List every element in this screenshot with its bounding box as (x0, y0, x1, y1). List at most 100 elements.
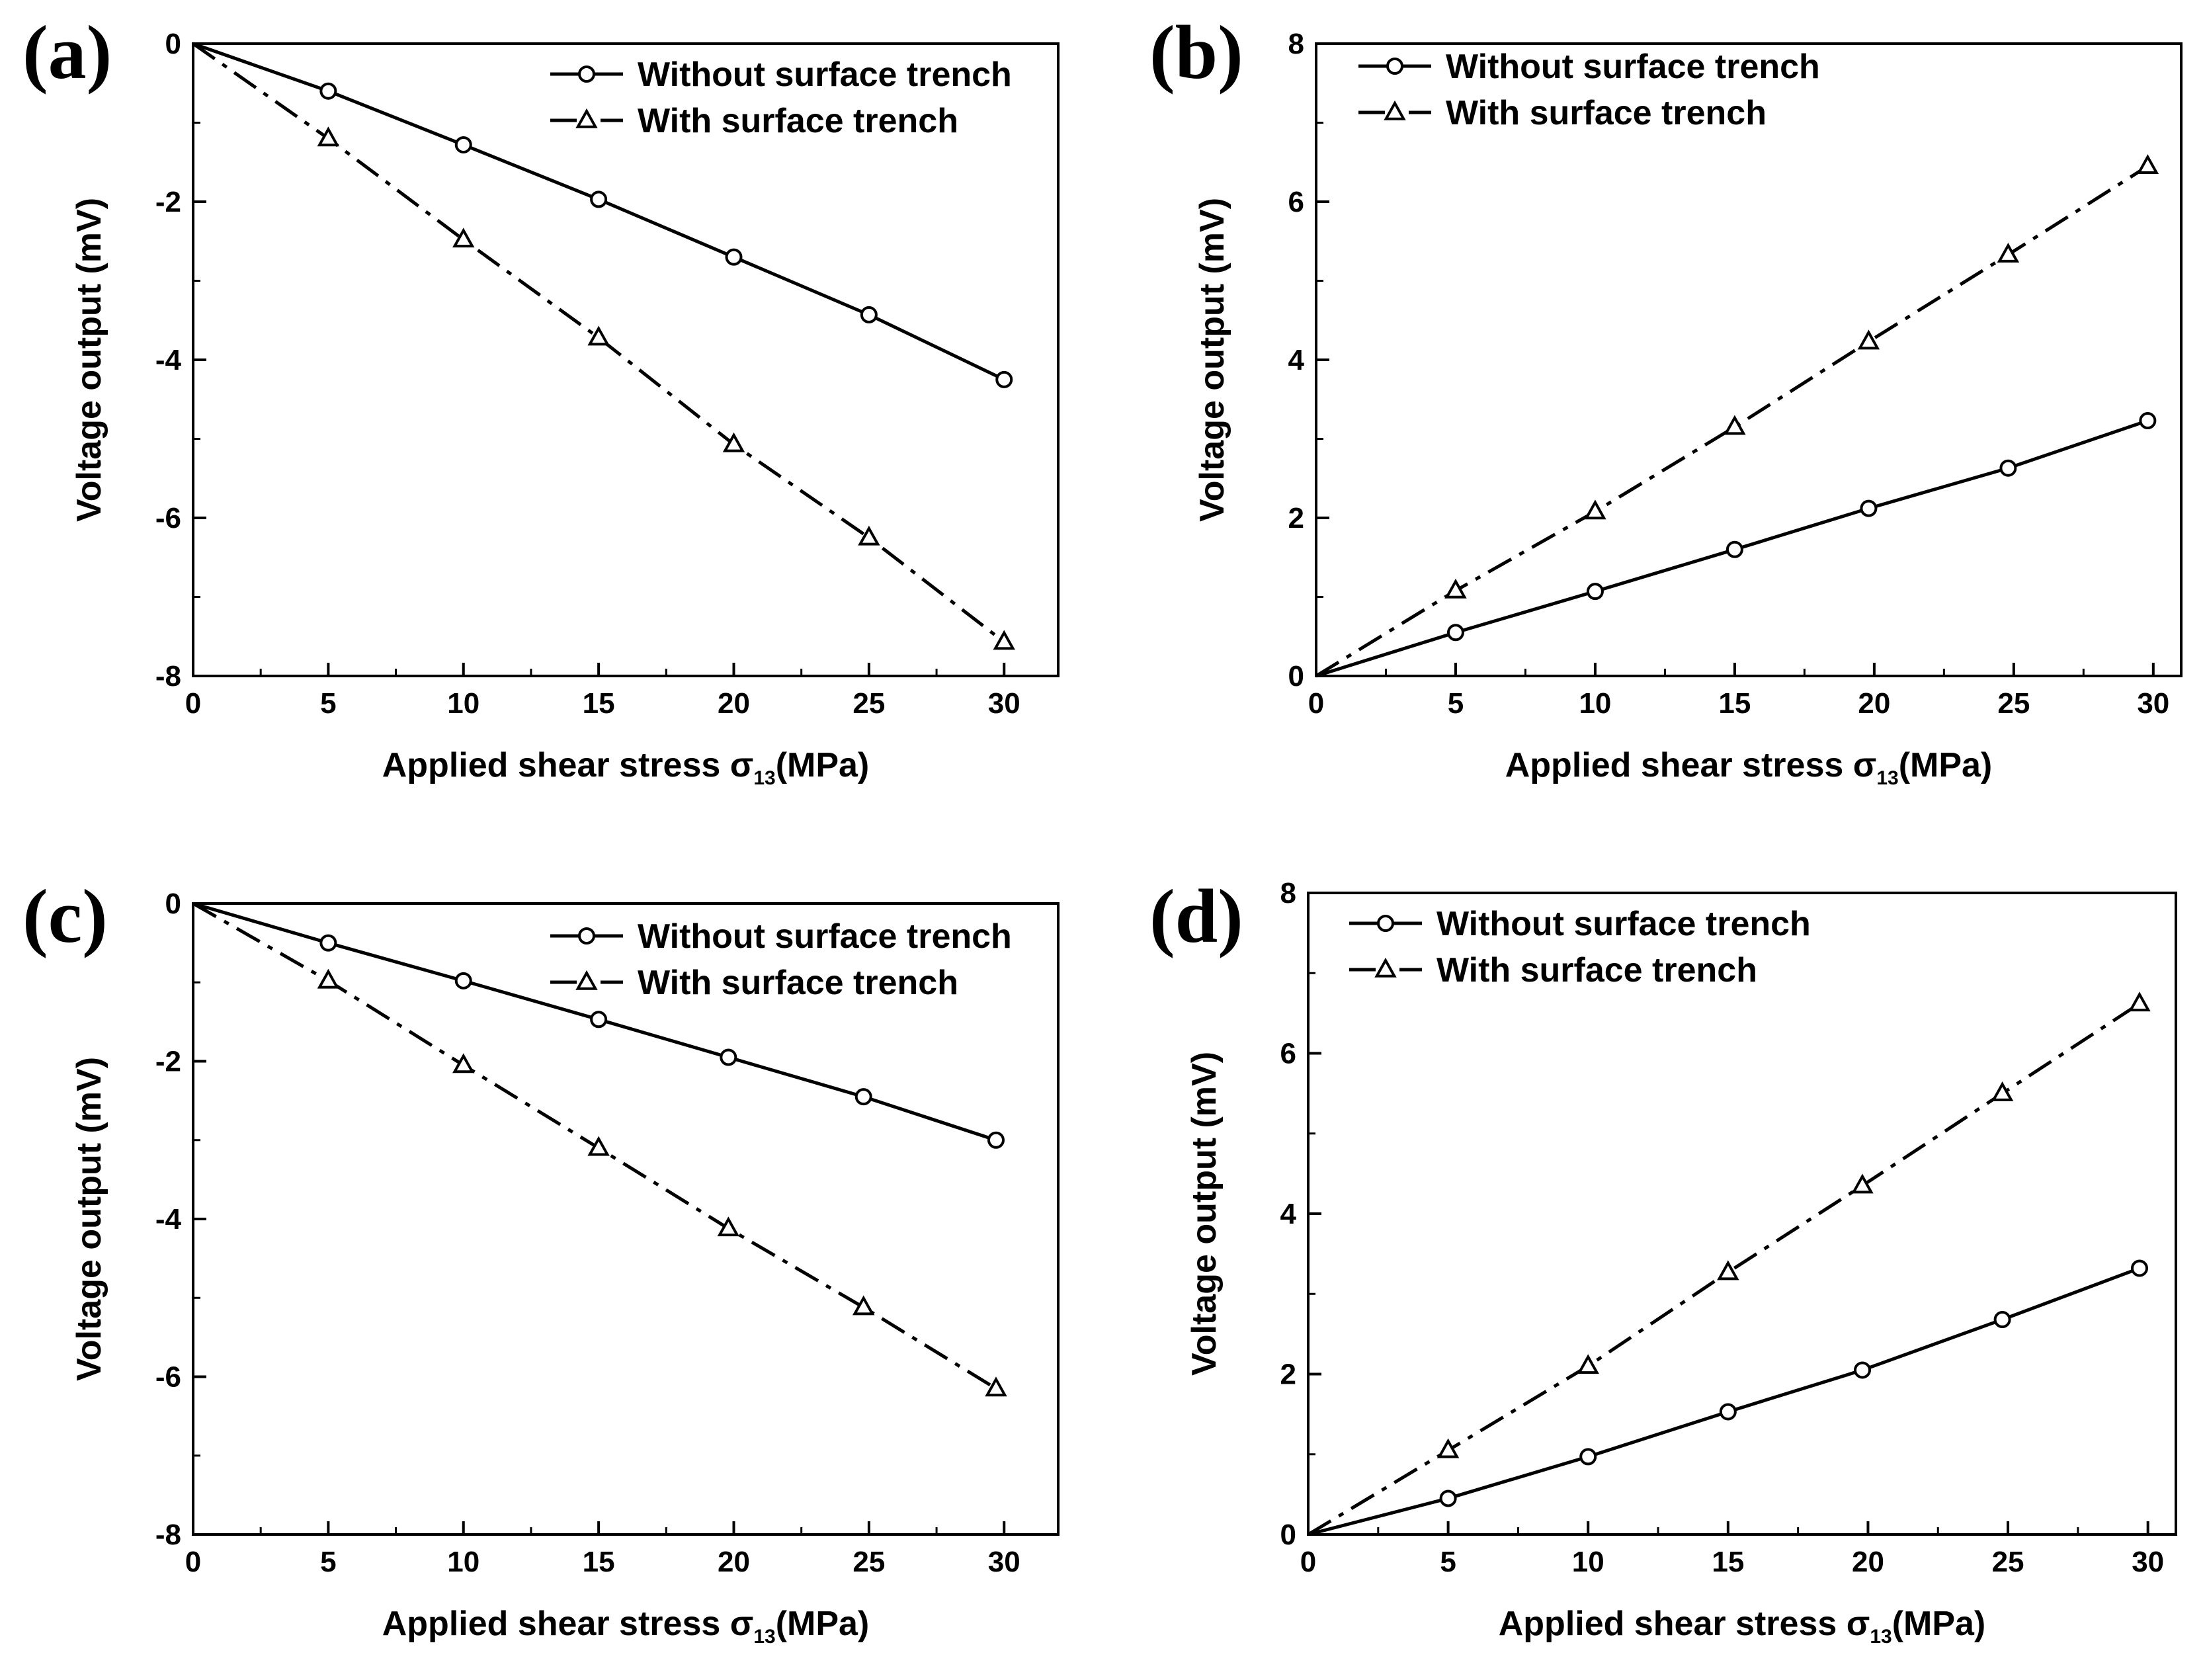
legend-marker-circle (1386, 58, 1403, 75)
y-tick-label: 0 (1280, 1519, 1296, 1551)
data-point-circle (319, 934, 337, 952)
x-axis-title: Applied shear stress σ13(MPa) (382, 746, 870, 789)
data-point-triangle (858, 525, 880, 546)
series-line-without-trench (1308, 1267, 2140, 1536)
legend-marker-circle (578, 65, 595, 83)
x-axis-title: Applied shear stress σ13(MPa) (1499, 1605, 1986, 1648)
y-tick-label: -2 (155, 186, 181, 218)
data-point-circle (1993, 1311, 2011, 1329)
x-tick-label: 25 (853, 687, 885, 720)
panel-letter: (a) (22, 11, 112, 95)
y-tick-label: 0 (165, 28, 181, 60)
data-point-triangle (852, 1295, 875, 1316)
data-point-triangle (1851, 1173, 1874, 1194)
x-tick-label: 0 (1308, 687, 1324, 720)
x-tick-label: 15 (583, 687, 615, 720)
chart-panel-a: 0 5 10 15 20 25 30 -8 -6 -4 -2 0 Applied shear stres… (22, 11, 1060, 789)
data-point-circle (1446, 624, 1464, 642)
data-point-triangle (722, 432, 745, 452)
data-point-circle (987, 1131, 1005, 1149)
x-tick-label: 25 (1997, 687, 2030, 720)
y-tick-label: 0 (165, 888, 181, 920)
y-tick-label: 2 (1288, 502, 1304, 534)
x-tick-label: 15 (583, 1546, 615, 1578)
data-point-circle (454, 972, 472, 989)
legend-label: With surface trench (638, 102, 958, 140)
data-point-circle (319, 82, 337, 100)
chart-panel-c: 0 5 10 15 20 25 30 -8 -6 -4 -2 0 Applied shear stres… (22, 874, 1060, 1648)
data-point-circle (720, 1048, 737, 1066)
legend-label: With surface trench (1436, 951, 1757, 989)
plot-frame (1315, 42, 2183, 677)
legend: Without surface trench With surface trenc… (1358, 48, 1820, 132)
legend-label: With surface trench (638, 964, 958, 1002)
legend-marker-triangle (575, 970, 598, 990)
x-tick-label: 5 (320, 687, 336, 720)
y-tick-label: -8 (155, 660, 181, 693)
data-point-triangle (452, 228, 475, 248)
x-tick-label: 30 (2137, 687, 2169, 720)
panel-letter: (b) (1149, 11, 1243, 95)
x-tick-label: 10 (447, 1546, 479, 1578)
x-tick-label: 0 (185, 1546, 201, 1578)
x-tick-label: 5 (1440, 1546, 1456, 1578)
data-point-triangle (993, 630, 1015, 650)
data-point-triangle (1724, 415, 1746, 435)
data-point-circle (1726, 540, 1743, 558)
legend-label: Without surface trench (1446, 48, 1820, 86)
x-tick-label: 20 (718, 1546, 750, 1578)
chart-panel-b: 0 5 10 15 20 25 30 0 2 4 6 8 Applied shear stress σ1… (1149, 11, 2183, 789)
data-point-circle (1999, 459, 2017, 477)
data-point-circle (1579, 1448, 1597, 1466)
panel-letter: (c) (22, 874, 108, 959)
y-tick-label: -4 (155, 1203, 182, 1236)
legend-label: Without surface trench (638, 56, 1012, 94)
legend-label: Without surface trench (638, 917, 1012, 956)
y-tick-label: -2 (155, 1046, 181, 1078)
legend-marker-circle (1377, 915, 1394, 932)
y-axis-title: Voltage output (mV) (1193, 198, 1231, 522)
x-tick-label: 10 (1579, 687, 1611, 720)
y-axis-title: Voltage output (mV) (1185, 1052, 1224, 1376)
data-point-triangle (1991, 1081, 2014, 1101)
legend: Without surface trench With surface trenc… (1349, 905, 1811, 989)
data-point-circle (860, 306, 878, 323)
x-tick-label: 10 (447, 687, 479, 720)
data-point-circle (1439, 1490, 1457, 1507)
y-tick-label: 4 (1288, 344, 1305, 376)
legend-marker-circle (578, 927, 595, 945)
data-point-circle (454, 136, 472, 153)
x-tick-label: 25 (853, 1546, 885, 1578)
x-tick-label: 20 (1858, 687, 1890, 720)
x-tick-label: 15 (1718, 687, 1751, 720)
data-point-triangle (1717, 1260, 1739, 1281)
legend-marker-triangle (1374, 957, 1397, 978)
y-tick-label: 6 (1280, 1038, 1296, 1070)
x-tick-label: 0 (185, 687, 201, 720)
data-point-triangle (452, 1053, 475, 1073)
x-tick-label: 5 (1448, 687, 1464, 720)
y-tick-label: -6 (155, 1361, 181, 1394)
x-tick-label: 30 (988, 1546, 1020, 1578)
legend: Without surface trench With surface trenc… (550, 917, 1012, 1002)
data-point-circle (1586, 583, 1604, 601)
data-point-circle (2139, 412, 2157, 430)
legend-marker-triangle (1384, 100, 1406, 120)
y-tick-label: 0 (1288, 660, 1304, 693)
data-point-circle (1853, 1361, 1871, 1379)
data-point-triangle (985, 1376, 1007, 1397)
legend: Without surface trench With surface trenc… (550, 56, 1012, 140)
data-point-triangle (1584, 499, 1606, 520)
panel-letter: (d) (1149, 874, 1243, 959)
data-point-circle (590, 190, 608, 208)
x-tick-label: 20 (1852, 1546, 1884, 1578)
data-point-circle (1719, 1403, 1737, 1421)
x-tick-label: 5 (320, 1546, 336, 1578)
y-axis-title: Voltage output (mV) (70, 198, 108, 522)
data-point-circle (590, 1011, 608, 1029)
x-tick-label: 30 (2132, 1546, 2164, 1578)
x-axis-title: Applied shear stress σ13(MPa) (1505, 746, 1993, 789)
data-point-circle (725, 248, 743, 266)
data-point-triangle (1997, 242, 2020, 263)
